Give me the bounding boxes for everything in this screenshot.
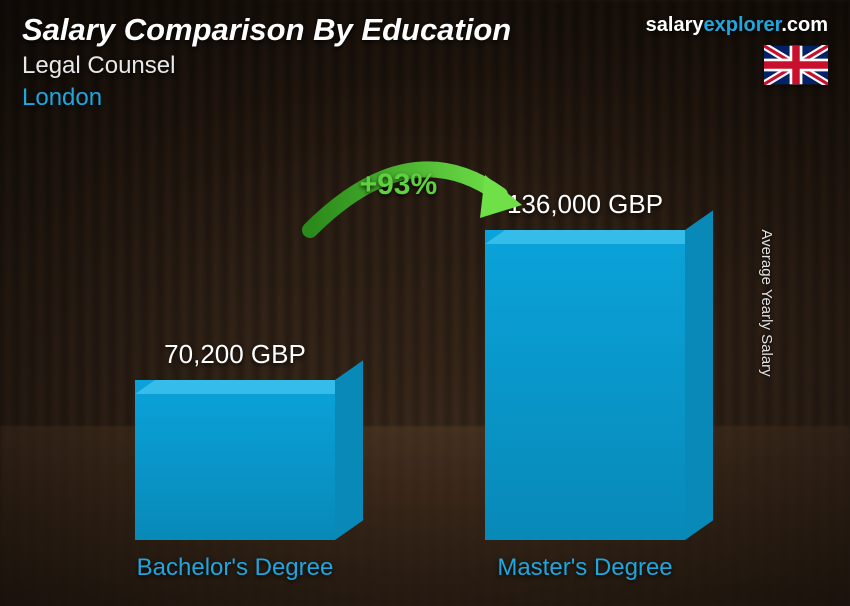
bar-0: 70,200 GBP (135, 339, 335, 540)
brand-accent: explorer (703, 14, 781, 36)
percent-increase-badge: +93% (360, 168, 438, 202)
y-axis-label: Average Yearly Salary (758, 229, 775, 376)
bar-front-face (135, 380, 335, 540)
brand: salaryexplorer.com (646, 14, 828, 90)
bar-side-face (685, 210, 713, 540)
category-label: Bachelor's Degree (110, 554, 360, 582)
bar-top-face (135, 380, 355, 394)
bar-side-face (335, 360, 363, 540)
chart: +93% 70,200 GBP136,000 GBP Bachelor's De… (60, 140, 760, 582)
category-label: Master's Degree (460, 554, 710, 582)
bar-3d (485, 230, 685, 540)
uk-flag-icon (764, 45, 828, 85)
brand-suffix: .com (781, 14, 828, 36)
category-labels: Bachelor's Degree Master's Degree (60, 554, 760, 582)
bar-front-face (485, 230, 685, 540)
bar-3d (135, 380, 335, 540)
bar-value-label: 70,200 GBP (164, 339, 306, 370)
brand-prefix: salary (646, 14, 704, 36)
brand-logo: salaryexplorer.com (646, 14, 828, 37)
